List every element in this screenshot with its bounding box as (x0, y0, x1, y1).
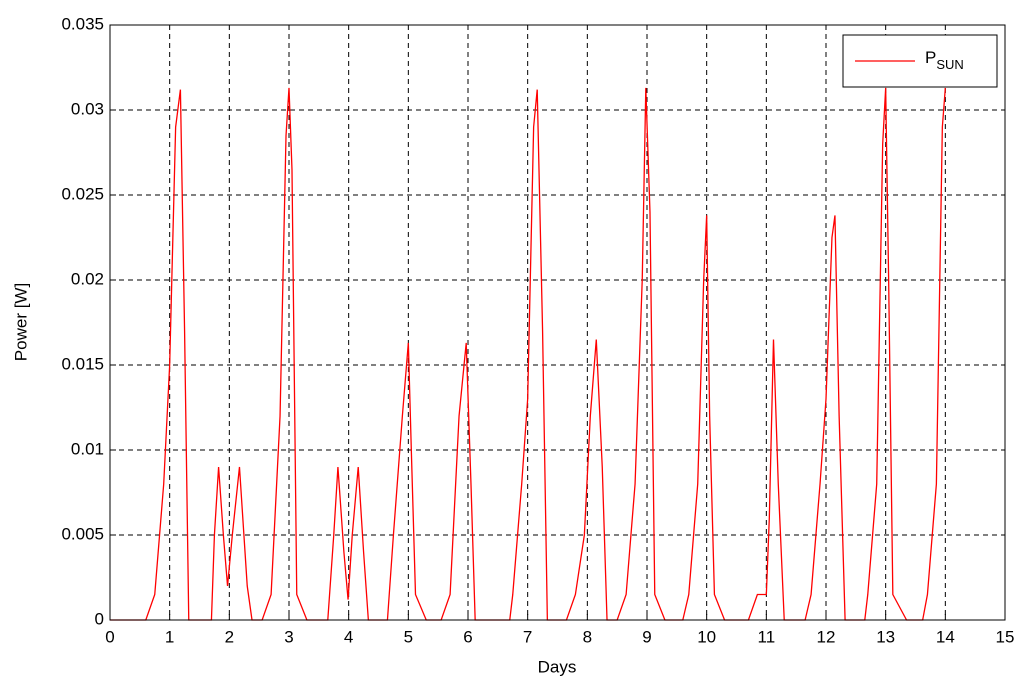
x-tick-label: 10 (697, 627, 716, 646)
y-tick-label: 0.02 (71, 269, 104, 288)
x-tick-label: 14 (936, 627, 955, 646)
x-tick-label: 7 (523, 627, 532, 646)
x-tick-label: 0 (105, 627, 114, 646)
legend-label: PSUN (925, 48, 964, 72)
x-tick-label: 4 (344, 627, 353, 646)
axes-box (109, 24, 1006, 621)
y-tick-label: 0.025 (61, 184, 104, 203)
y-tick-label: 0.005 (61, 524, 104, 543)
legend-label-main: P (925, 48, 936, 67)
legend-label-subscript: SUN (936, 57, 963, 72)
x-tick-label: 9 (642, 627, 651, 646)
y-tick-label: 0.015 (61, 354, 104, 373)
y-tick-label: 0.01 (71, 439, 104, 458)
x-tick-label: 15 (996, 627, 1015, 646)
x-tick-label: 5 (404, 627, 413, 646)
plot-area (110, 25, 1005, 620)
x-tick-label: 1 (165, 627, 174, 646)
x-axis-label: Days (538, 657, 577, 676)
x-tick-label: 11 (758, 627, 776, 646)
x-tick-label: 2 (225, 627, 234, 646)
y-tick-label: 0.035 (61, 14, 104, 33)
x-tick-label: 8 (583, 627, 592, 646)
y-tick-label: 0.03 (71, 99, 104, 118)
x-tick-label: 6 (463, 627, 472, 646)
x-tick-label: 12 (817, 627, 836, 646)
x-tick-label: 3 (284, 627, 293, 646)
y-tick-label: 0 (95, 609, 104, 628)
x-tick-label: 13 (876, 627, 895, 646)
y-axis-label: Power [W] (11, 283, 30, 361)
